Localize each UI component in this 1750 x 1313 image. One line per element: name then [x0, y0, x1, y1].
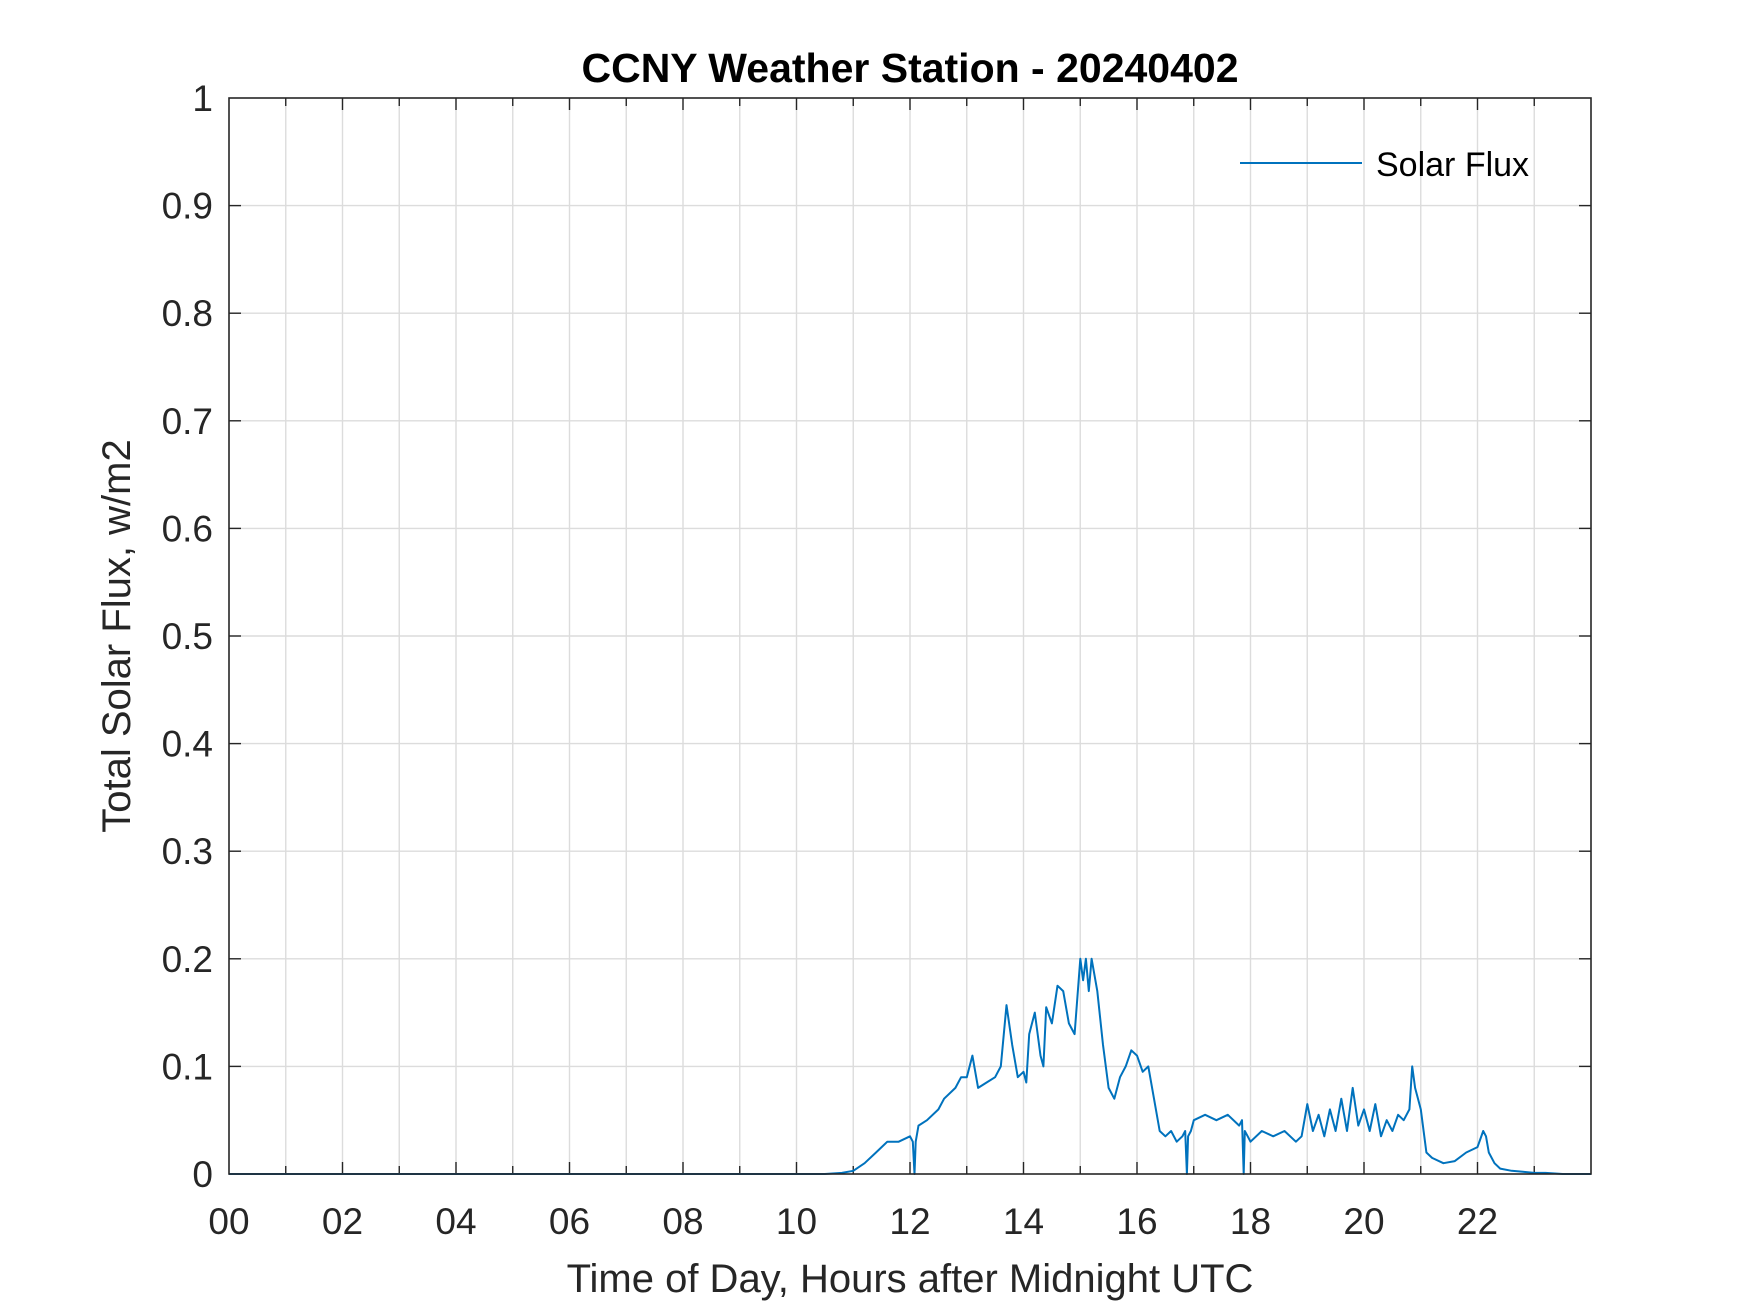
y-tick-label: 0: [192, 1154, 213, 1195]
legend-label-solar-flux: Solar Flux: [1376, 146, 1529, 184]
x-tick-labels: 00 02 04 06 08 10 12 14 16 18 20 22: [208, 1201, 1498, 1242]
y-tick-label: 0.4: [162, 724, 213, 765]
y-tick-label: 0.6: [162, 508, 213, 549]
y-tick-labels: 0 0.1 0.2 0.3 0.4 0.5 0.6 0.7 0.8 0.9 1: [162, 78, 213, 1195]
plot-frame: [228, 97, 1592, 1175]
tick-marks: [229, 98, 1591, 1174]
x-tick-label: 12: [889, 1201, 930, 1242]
x-tick-label: 08: [662, 1201, 703, 1242]
y-tick-label: 0.9: [162, 186, 213, 227]
y-axis-label: Total Solar Flux, w/m2: [95, 439, 139, 832]
y-tick-label: 0.7: [162, 401, 213, 442]
y-tick-label: 0.3: [162, 831, 213, 872]
x-tick-label: 02: [322, 1201, 363, 1242]
x-tick-label: 00: [208, 1201, 249, 1242]
x-tick-label: 22: [1457, 1201, 1498, 1242]
x-axis-label: Time of Day, Hours after Midnight UTC: [567, 1257, 1254, 1301]
x-tick-label: 10: [776, 1201, 817, 1242]
y-tick-label: 1: [192, 78, 213, 119]
y-tick-label: 0.5: [162, 616, 213, 657]
x-tick-label: 04: [435, 1201, 476, 1242]
chart-title: CCNY Weather Station - 20240402: [581, 45, 1238, 91]
x-tick-label: 06: [549, 1201, 590, 1242]
y-tick-label: 0.2: [162, 939, 213, 980]
y-tick-label: 0.1: [162, 1046, 213, 1087]
x-tick-label: 14: [1003, 1201, 1044, 1242]
grid: [229, 98, 1591, 1174]
legend[interactable]: Solar Flux: [1240, 146, 1529, 184]
x-tick-label: 20: [1343, 1201, 1384, 1242]
series-layer: [229, 957, 1591, 1175]
x-tick-label: 18: [1230, 1201, 1271, 1242]
series-line-solar-flux: [229, 957, 1591, 1175]
x-tick-label: 16: [1116, 1201, 1157, 1242]
y-tick-label: 0.8: [162, 293, 213, 334]
